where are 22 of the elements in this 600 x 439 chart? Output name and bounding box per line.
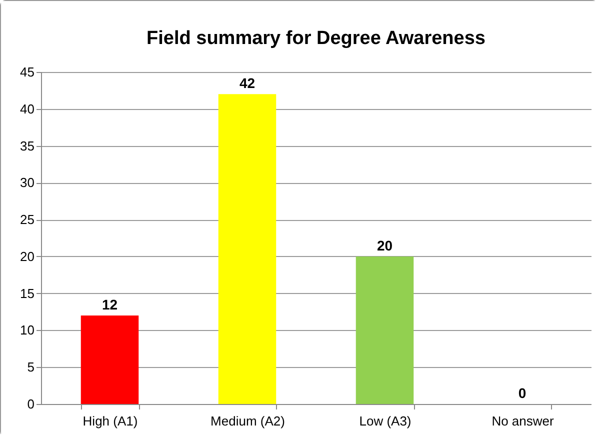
bar xyxy=(356,256,414,404)
bar xyxy=(218,94,276,404)
y-tick-label: 15 xyxy=(20,286,34,301)
data-label: 20 xyxy=(376,237,393,254)
data-label: 12 xyxy=(102,296,118,312)
y-tick-label: 20 xyxy=(20,248,34,264)
data-label: 42 xyxy=(239,75,256,92)
bar xyxy=(80,315,139,404)
y-tick-label: 45 xyxy=(20,64,34,80)
x-tick-label: High (A1) xyxy=(82,414,138,428)
y-tick-label: 25 xyxy=(20,212,34,228)
x-tick-label: No answer xyxy=(492,414,554,428)
x-tick-label: Medium (A2) xyxy=(210,414,285,428)
y-tick-label: 10 xyxy=(20,322,34,338)
y-tick-label: 0 xyxy=(27,396,34,412)
y-tick-label: 30 xyxy=(20,175,34,190)
y-tick-label: 5 xyxy=(27,360,34,375)
y-tick-label: 35 xyxy=(20,138,34,154)
x-tick-label: Low (A3) xyxy=(359,414,412,428)
chart-title: Field summary for Degree Awareness xyxy=(146,28,486,49)
y-tick-label: 40 xyxy=(20,101,34,116)
data-label: 0 xyxy=(518,385,526,401)
